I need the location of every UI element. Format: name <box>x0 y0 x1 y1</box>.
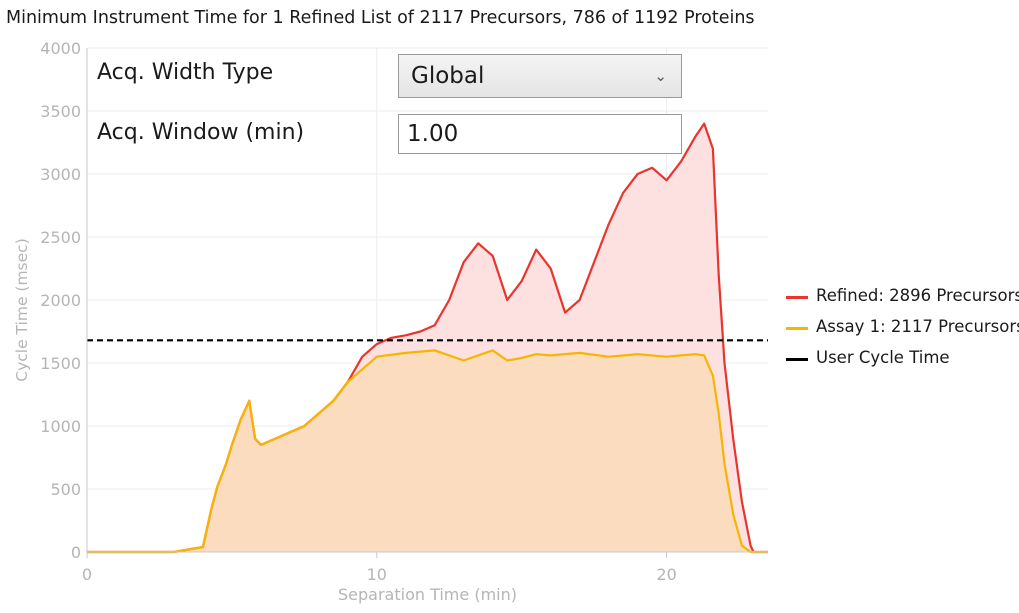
acq-window-label: Acq. Window (min) <box>97 120 305 145</box>
chart-title: Minimum Instrument Time for 1 Refined Li… <box>6 8 755 28</box>
area-fills <box>87 123 768 552</box>
y-tick-labels: 0 500 1000 1500 2000 2500 3000 3500 4000 <box>40 39 81 562</box>
acq-window-input[interactable] <box>398 114 682 154</box>
y-tick-label-3500: 3500 <box>40 102 81 121</box>
acq-width-type-value: Global <box>411 63 485 89</box>
y-tick-label-4000: 4000 <box>40 39 81 58</box>
legend-label: Refined: 2896 Precursors <box>816 286 1019 305</box>
axes <box>86 48 768 558</box>
legend-swatch <box>786 358 808 361</box>
y-tick-label-1500: 1500 <box>40 354 81 373</box>
series-lines <box>87 122 768 554</box>
series-1-area <box>87 350 768 552</box>
x-tick-labels: 0 10 20 <box>82 565 677 584</box>
y-tick-label-2000: 2000 <box>40 291 81 310</box>
y-axis-label: Cycle Time (msec) <box>13 238 31 381</box>
acq-width-type-dropdown[interactable]: Global ⌄ <box>398 54 682 98</box>
y-tick-label-3000: 3000 <box>40 165 81 184</box>
y-tick-label-1000: 1000 <box>40 417 81 436</box>
x-tick-label-10: 10 <box>367 565 387 584</box>
legend-label: User Cycle Time <box>816 348 950 367</box>
x-tick-label-0: 0 <box>82 565 92 584</box>
y-tick-label-2500: 2500 <box>40 228 81 247</box>
legend-swatch <box>786 296 808 299</box>
series-1-line <box>87 349 768 554</box>
y-tick-label-0: 0 <box>71 543 81 562</box>
x-axis-label: Separation Time (min) <box>338 585 517 604</box>
legend-label: Assay 1: 2117 Precursors <box>816 317 1019 336</box>
y-tick-label-500: 500 <box>50 480 81 499</box>
chevron-down-icon: ⌄ <box>654 67 667 85</box>
x-tick-label-20: 20 <box>656 565 676 584</box>
legend-swatch <box>786 327 808 330</box>
acq-width-type-label: Acq. Width Type <box>97 60 274 85</box>
